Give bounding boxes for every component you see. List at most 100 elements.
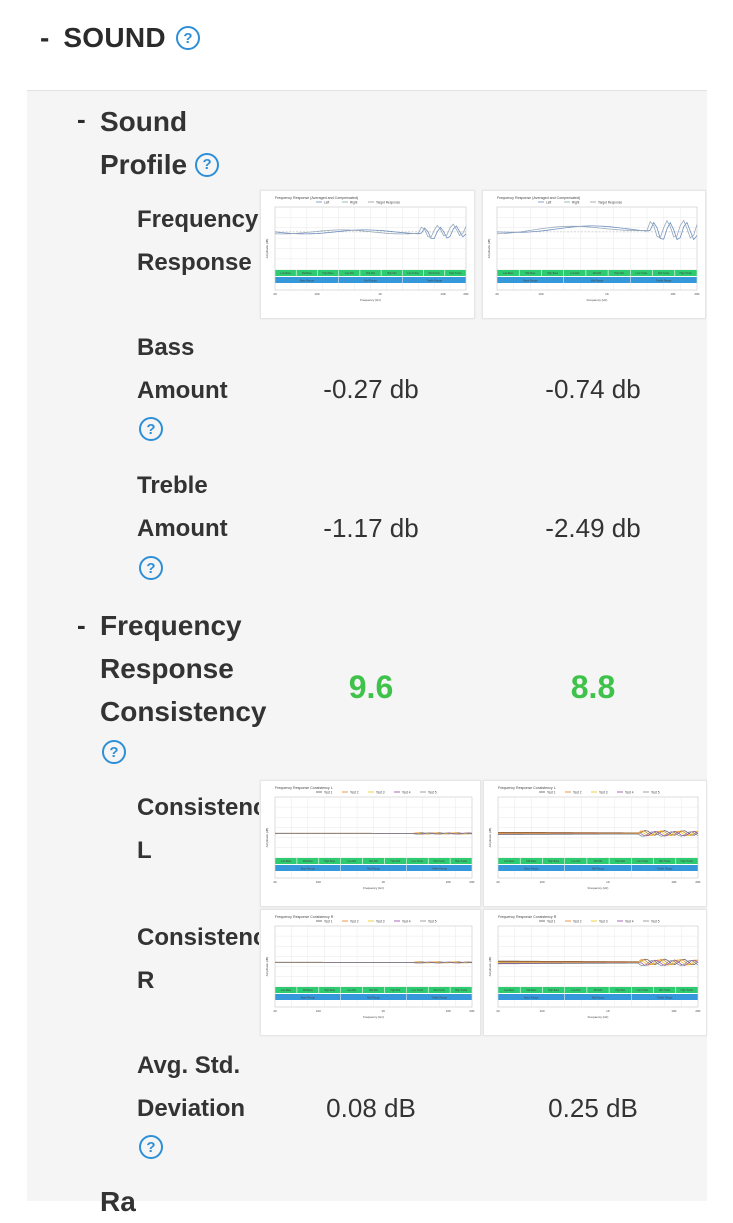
band-bar [520, 858, 543, 864]
band-bar [445, 270, 466, 276]
band-label: High-Bass [548, 989, 560, 992]
consistency-l-graph-right[interactable]: Frequency Response Consistency L Test 1 Te… [483, 780, 707, 907]
legend-label: Test 2 [350, 791, 359, 795]
band-label: Low-Bass [503, 272, 514, 275]
band-bar [406, 987, 428, 993]
band-bar [675, 270, 697, 276]
band-label: Mid-Bass [302, 272, 313, 275]
help-icon[interactable]: ? [139, 556, 163, 580]
help-icon[interactable]: ? [175, 26, 200, 50]
frequency-response-graph-left[interactable]: Frequency Response (Averaged and Compens… [260, 190, 475, 319]
frequency-response-graph-right[interactable]: Frequency Response (Averaged and Compens… [482, 190, 706, 319]
band-bar [498, 858, 520, 864]
consistency-l-graph-left[interactable]: Frequency Response Consistency L Test 1 Te… [260, 780, 481, 907]
x-tick: 20K [469, 880, 474, 884]
range-label: Mid Range [364, 279, 377, 283]
band-label: High-Mid [387, 272, 397, 275]
graph-svg: Frequency Response (Averaged and Compens… [487, 196, 700, 302]
band-bar [542, 987, 565, 993]
band-label: High-Treble [681, 860, 694, 863]
band-label: Low-Mid [571, 860, 581, 863]
x-tick: 100 [315, 292, 320, 296]
band-label: Mid-Bass [303, 989, 314, 992]
band-label: Mid-Mid [593, 272, 602, 275]
x-tick: 10K [440, 292, 445, 296]
consistency-r-graph-left[interactable]: Frequency Response Consistency R Test 1 Te… [260, 909, 481, 1036]
range-bar [406, 865, 472, 871]
range-bar [630, 277, 697, 283]
band-bar [609, 858, 632, 864]
x-tick: 1K [606, 1009, 610, 1013]
band-bar [541, 270, 564, 276]
legend-label: Test 1 [547, 791, 556, 795]
bass-amount-label: Bass Amount [137, 334, 228, 404]
x-tick: 10K [671, 880, 676, 884]
test-curve [498, 830, 699, 837]
x-tick: 1K [378, 292, 382, 296]
range-label: Treble Range [657, 996, 673, 1000]
legend-label: Test 5 [428, 920, 437, 924]
band-bar [340, 858, 363, 864]
test-curve [497, 959, 699, 966]
band-bar [587, 987, 609, 993]
test-curve [498, 959, 699, 966]
band-label: High-Treble [681, 989, 694, 992]
band-bar [564, 858, 587, 864]
x-tick: 100 [316, 1009, 321, 1013]
band-bar [609, 987, 632, 993]
help-icon[interactable]: ? [195, 152, 220, 177]
x-tick: 10K [670, 292, 675, 296]
range-label: Treble Range [426, 279, 442, 283]
band-label: High-Bass [547, 272, 559, 275]
std-deviation-right-value: 0.25 dB [548, 1093, 638, 1123]
band-bar [406, 858, 428, 864]
consistency-r-graph-right[interactable]: Frequency Response Consistency R Test 1 Te… [483, 909, 707, 1036]
collapse-toggle[interactable]: - [40, 22, 50, 53]
consistency-r-label: Consistenc R [137, 924, 259, 994]
range-label: Bass Range [523, 279, 538, 283]
range-label: Mid Range [367, 867, 380, 871]
response-curve [496, 221, 698, 241]
section-header[interactable]: - SOUND ? [40, 22, 200, 54]
legend-label: Test 5 [651, 791, 660, 795]
range-bar [338, 277, 403, 283]
consistency-collapse-toggle[interactable]: - [77, 610, 86, 640]
test-curve [275, 961, 473, 964]
range-bar [406, 994, 472, 1000]
x-tick: 1K [605, 292, 609, 296]
band-label: High-Bass [548, 860, 560, 863]
band-bar [319, 858, 341, 864]
range-label: Mid Range [367, 996, 380, 1000]
x-axis-label: Frequency (Hz) [588, 1015, 609, 1019]
x-tick: 10K [671, 1009, 676, 1013]
band-bar [631, 858, 654, 864]
bass-amount-left-value: -0.27 db [323, 374, 419, 404]
band-label: Mid-Treble [659, 989, 671, 992]
help-icon[interactable]: ? [139, 1135, 163, 1159]
band-label: Low-Treble [636, 272, 649, 275]
band-bar [653, 858, 676, 864]
band-bar [542, 858, 565, 864]
range-label: Treble Range [431, 996, 447, 1000]
legend-label: Test 3 [376, 791, 385, 795]
range-bar [498, 865, 565, 871]
band-bar [360, 270, 381, 276]
band-bar [338, 270, 360, 276]
range-label: Mid Range [591, 279, 604, 283]
y-axis-label: Amplitude (dB) [265, 239, 269, 259]
band-label: Low-Bass [504, 860, 515, 863]
help-icon[interactable]: ? [139, 417, 163, 441]
band-label: Low-Mid [345, 272, 355, 275]
help-icon[interactable]: ? [102, 740, 126, 764]
sound-profile-collapse-toggle[interactable]: - [77, 104, 86, 134]
x-tick: 20 [496, 1009, 500, 1013]
treble-amount-label: Treble Amount [137, 472, 228, 542]
x-tick: 100 [538, 292, 543, 296]
consistency-title: Frequency Response Consistency [100, 610, 267, 727]
band-label: Mid-Mid [369, 989, 378, 992]
x-tick: 10K [446, 880, 451, 884]
y-axis-label: Amplitude (dB) [487, 239, 491, 259]
band-bar [384, 858, 407, 864]
band-bar [564, 987, 587, 993]
x-tick: 10K [446, 1009, 451, 1013]
